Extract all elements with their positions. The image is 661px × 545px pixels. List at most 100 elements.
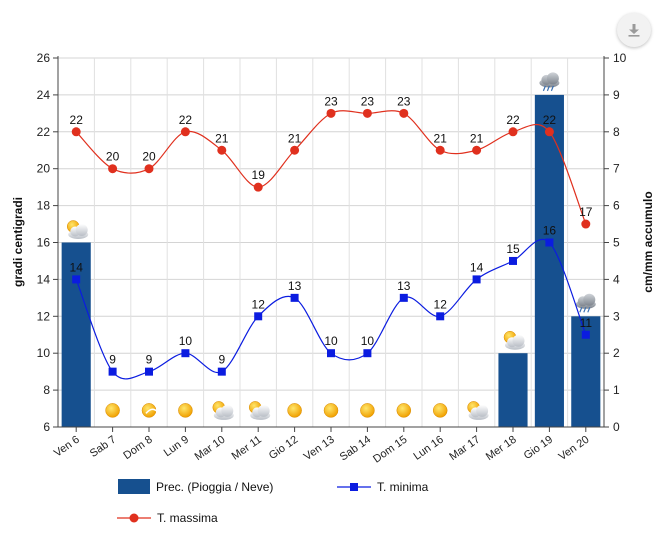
left-tick-label: 14 <box>37 272 51 286</box>
data-label-t-massima: 21 <box>470 131 484 145</box>
data-label-t-minima: 10 <box>179 334 193 348</box>
right-tick-label: 9 <box>613 88 620 102</box>
data-label-t-minima: 12 <box>434 297 448 311</box>
legend-circle-marker <box>129 513 139 523</box>
rain-drop <box>550 85 554 92</box>
marker-t-minima <box>108 367 117 376</box>
marker-t-massima <box>544 127 554 137</box>
x-tick-label: Gio 19 <box>522 434 555 462</box>
cloud-shape <box>546 72 559 85</box>
legend-label-t-minima: T. minima <box>377 480 429 494</box>
right-tick-label: 3 <box>613 309 620 323</box>
marker-t-minima <box>545 238 554 247</box>
data-label-t-massima: 20 <box>106 150 120 164</box>
marker-t-minima <box>363 349 372 358</box>
cloud-shape <box>476 404 489 417</box>
data-label-t-massima: 23 <box>361 94 375 108</box>
legend-square-marker <box>350 483 358 491</box>
data-label-t-minima: 13 <box>397 279 411 293</box>
x-tick-label: Sab 14 <box>338 434 373 464</box>
sun-icon <box>396 403 412 418</box>
marker-t-massima <box>435 145 445 155</box>
sun-icon <box>323 403 339 418</box>
legend-bar-swatch <box>118 479 150 494</box>
marker-t-minima <box>436 312 445 321</box>
rain-drop <box>546 85 550 92</box>
right-tick-label: 6 <box>613 199 620 213</box>
sun-cloud-icon <box>212 401 234 420</box>
legend-item-t-minima[interactable]: T. minima <box>337 480 429 494</box>
precipitation-bars <box>61 94 601 428</box>
cloud-shape <box>583 293 596 306</box>
data-label-t-minima: 14 <box>470 260 484 274</box>
legend-item-t-massima[interactable]: T. massima <box>117 511 218 525</box>
right-axis-title: cm/mm accumulo <box>641 191 655 292</box>
marker-t-massima <box>581 219 591 229</box>
marker-t-massima <box>399 108 409 118</box>
weather-icons <box>66 72 596 420</box>
sun-icon <box>105 403 120 418</box>
data-label-t-minima: 9 <box>146 353 153 367</box>
left-tick-label: 18 <box>37 199 51 213</box>
data-label-t-massima: 23 <box>397 94 411 108</box>
marker-t-massima <box>326 108 336 118</box>
right-tick-label: 5 <box>613 236 620 250</box>
temperature-lines <box>71 108 591 380</box>
data-labels: 14 9 9 10 9 12 13 10 10 13 12 14 15 16 11 22 20 20 22 21 19 2… <box>70 94 593 366</box>
left-tick-label: 20 <box>37 162 51 176</box>
marker-t-minima <box>472 275 481 284</box>
legend: Prec. (Pioggia / Neve) T. minima T. mass… <box>117 479 429 525</box>
sun-cloud-icon <box>503 330 525 350</box>
left-tick-label: 8 <box>43 383 50 397</box>
cloud-rain-icon <box>539 72 560 92</box>
right-tick-label: 10 <box>613 51 627 65</box>
sun-shape <box>432 403 448 418</box>
right-tick-label: 0 <box>613 420 620 434</box>
marker-t-minima <box>145 367 153 376</box>
x-tick-label: Mar 17 <box>447 434 482 463</box>
sun-shape <box>178 403 193 418</box>
left-tick-label: 22 <box>37 125 51 139</box>
data-label-t-minima: 9 <box>109 353 116 367</box>
legend-item-precipitation[interactable]: Prec. (Pioggia / Neve) <box>118 479 273 494</box>
marker-t-minima <box>217 367 226 376</box>
x-tick-label: Dom 15 <box>371 434 409 466</box>
data-label-t-massima: 21 <box>215 131 229 145</box>
marker-t-minima <box>399 293 408 302</box>
right-tick-label: 4 <box>613 272 620 286</box>
download-button[interactable] <box>617 13 651 47</box>
sun-icon <box>360 403 375 418</box>
left-tick-label: 24 <box>37 88 51 102</box>
sun-cloud-icon <box>467 401 489 420</box>
marker-t-massima <box>290 145 300 155</box>
right-tick-label: 2 <box>613 346 620 360</box>
sun-shape <box>105 403 120 418</box>
marker-t-minima <box>181 349 190 358</box>
sun-shape <box>323 403 339 418</box>
marker-t-massima <box>144 164 154 174</box>
data-label-t-massima: 22 <box>506 113 520 127</box>
download-icon <box>628 24 640 37</box>
left-axis-title: gradi centigradi <box>11 197 25 287</box>
sun-cloud-icon <box>66 220 89 239</box>
haze-shape <box>145 408 158 414</box>
rain-drop <box>542 85 546 92</box>
sun-icon <box>432 403 448 418</box>
left-tick-label: 16 <box>37 236 51 250</box>
marker-t-minima <box>327 349 335 358</box>
rain-drop <box>583 307 587 313</box>
left-tick-label: 26 <box>37 51 51 65</box>
marker-t-massima <box>108 164 118 174</box>
data-label-t-minima: 13 <box>288 279 302 293</box>
precipitation-bar <box>61 242 91 427</box>
left-tick-label: 12 <box>37 309 51 323</box>
data-label-t-massima: 22 <box>543 113 557 127</box>
cloud-shape <box>512 334 525 347</box>
data-label-t-massima: 19 <box>252 168 266 182</box>
data-label-t-minima: 10 <box>324 334 338 348</box>
x-tick-label: Mer 18 <box>484 434 519 463</box>
marker-t-minima <box>290 293 299 302</box>
sun-shape <box>396 403 412 418</box>
sun-shape <box>287 403 302 418</box>
